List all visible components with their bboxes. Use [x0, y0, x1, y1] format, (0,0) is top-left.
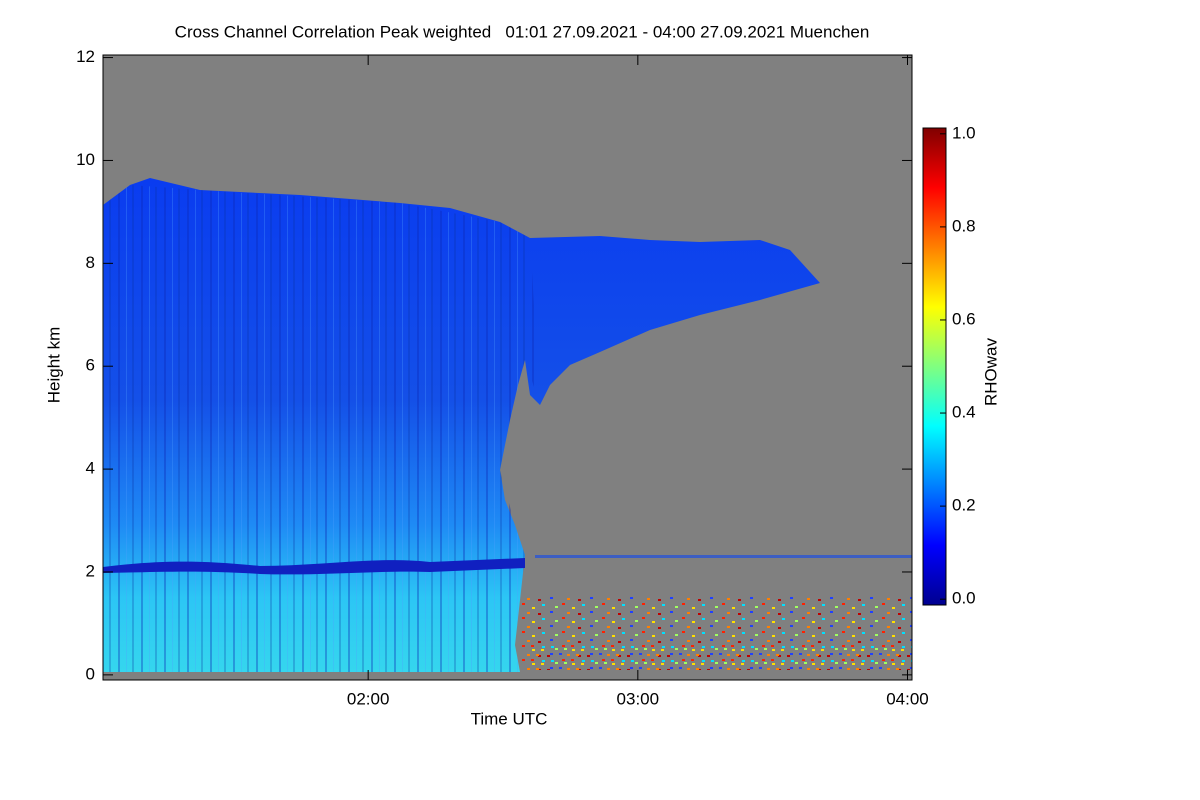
- colorbar-tick-label: 0.2: [952, 496, 976, 515]
- colorbar-tick-label: 0.4: [952, 403, 976, 422]
- y-tick-label: 10: [76, 150, 95, 169]
- x-tick-label: 03:00: [617, 689, 660, 708]
- y-axis-label: Height km: [44, 327, 63, 404]
- y-tick-label: 4: [86, 459, 95, 478]
- colorbar-tick-label: 0.8: [952, 216, 976, 235]
- x-tick-label: 02:00: [347, 689, 390, 708]
- plot-frame: [102, 54, 913, 681]
- x-tick-label: 04:00: [886, 689, 929, 708]
- colorbar: [922, 127, 947, 606]
- colorbar-label: RHOwav: [981, 337, 1000, 406]
- colorbar-tick-label: 0.0: [952, 589, 976, 608]
- x-axis-label: Time UTC: [471, 709, 548, 728]
- heatmap-image: [103, 55, 912, 680]
- y-tick-label: 6: [86, 356, 95, 375]
- y-tick-label: 2: [86, 561, 95, 580]
- y-tick-label: 0: [86, 664, 95, 683]
- y-tick-label: 8: [86, 253, 95, 272]
- y-tick-label: 12: [76, 47, 95, 66]
- colorbar-tick-label: 1.0: [952, 123, 976, 142]
- chart-title: Cross Channel Correlation Peak weighted …: [175, 22, 870, 41]
- colorbar-tick-label: 0.6: [952, 309, 976, 328]
